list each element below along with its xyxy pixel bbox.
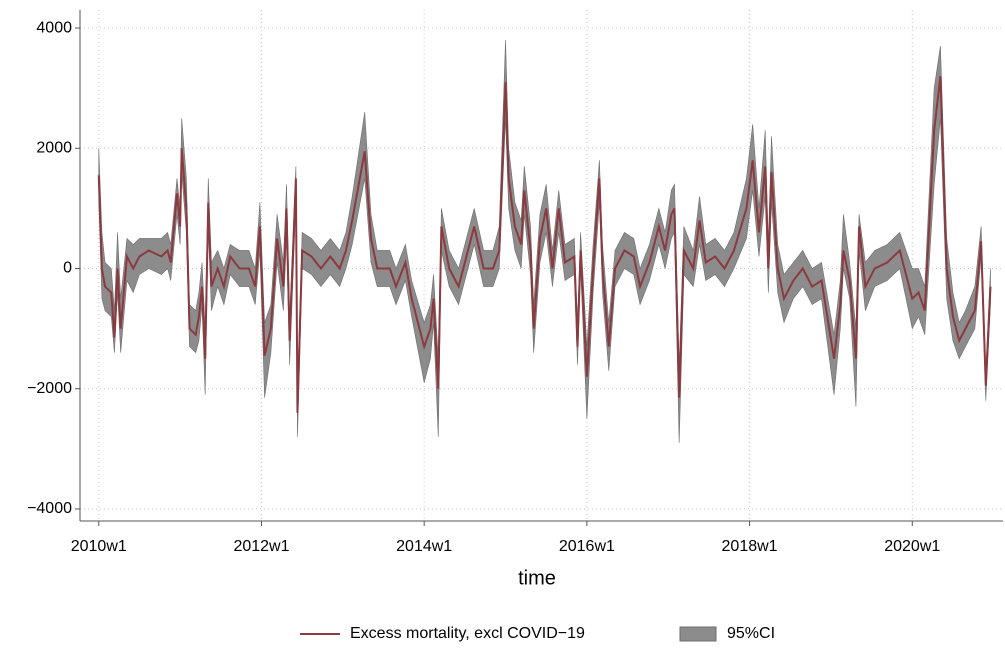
- legend-label: Excess mortality, excl COVID−19: [350, 625, 585, 642]
- y-tick-label: −2000: [27, 380, 72, 397]
- y-tick-label: 2000: [36, 139, 72, 156]
- y-tick-label: 0: [63, 260, 72, 277]
- x-axis-title: time: [518, 567, 556, 589]
- y-tick-label: −4000: [27, 500, 72, 517]
- series-line: [97, 76, 992, 413]
- legend-swatch: [679, 626, 717, 642]
- legend-label: 95%CI: [727, 625, 775, 642]
- y-tick-label: 4000: [36, 19, 72, 36]
- x-tick-label: 2016w1: [559, 538, 615, 555]
- x-tick-label: 2020w1: [884, 538, 940, 555]
- x-tick-label: 2012w1: [233, 538, 289, 555]
- x-tick-label: 2010w1: [71, 538, 127, 555]
- x-tick-label: 2014w1: [396, 538, 452, 555]
- ci-area: [98, 40, 991, 443]
- x-tick-label: 2018w1: [722, 538, 778, 555]
